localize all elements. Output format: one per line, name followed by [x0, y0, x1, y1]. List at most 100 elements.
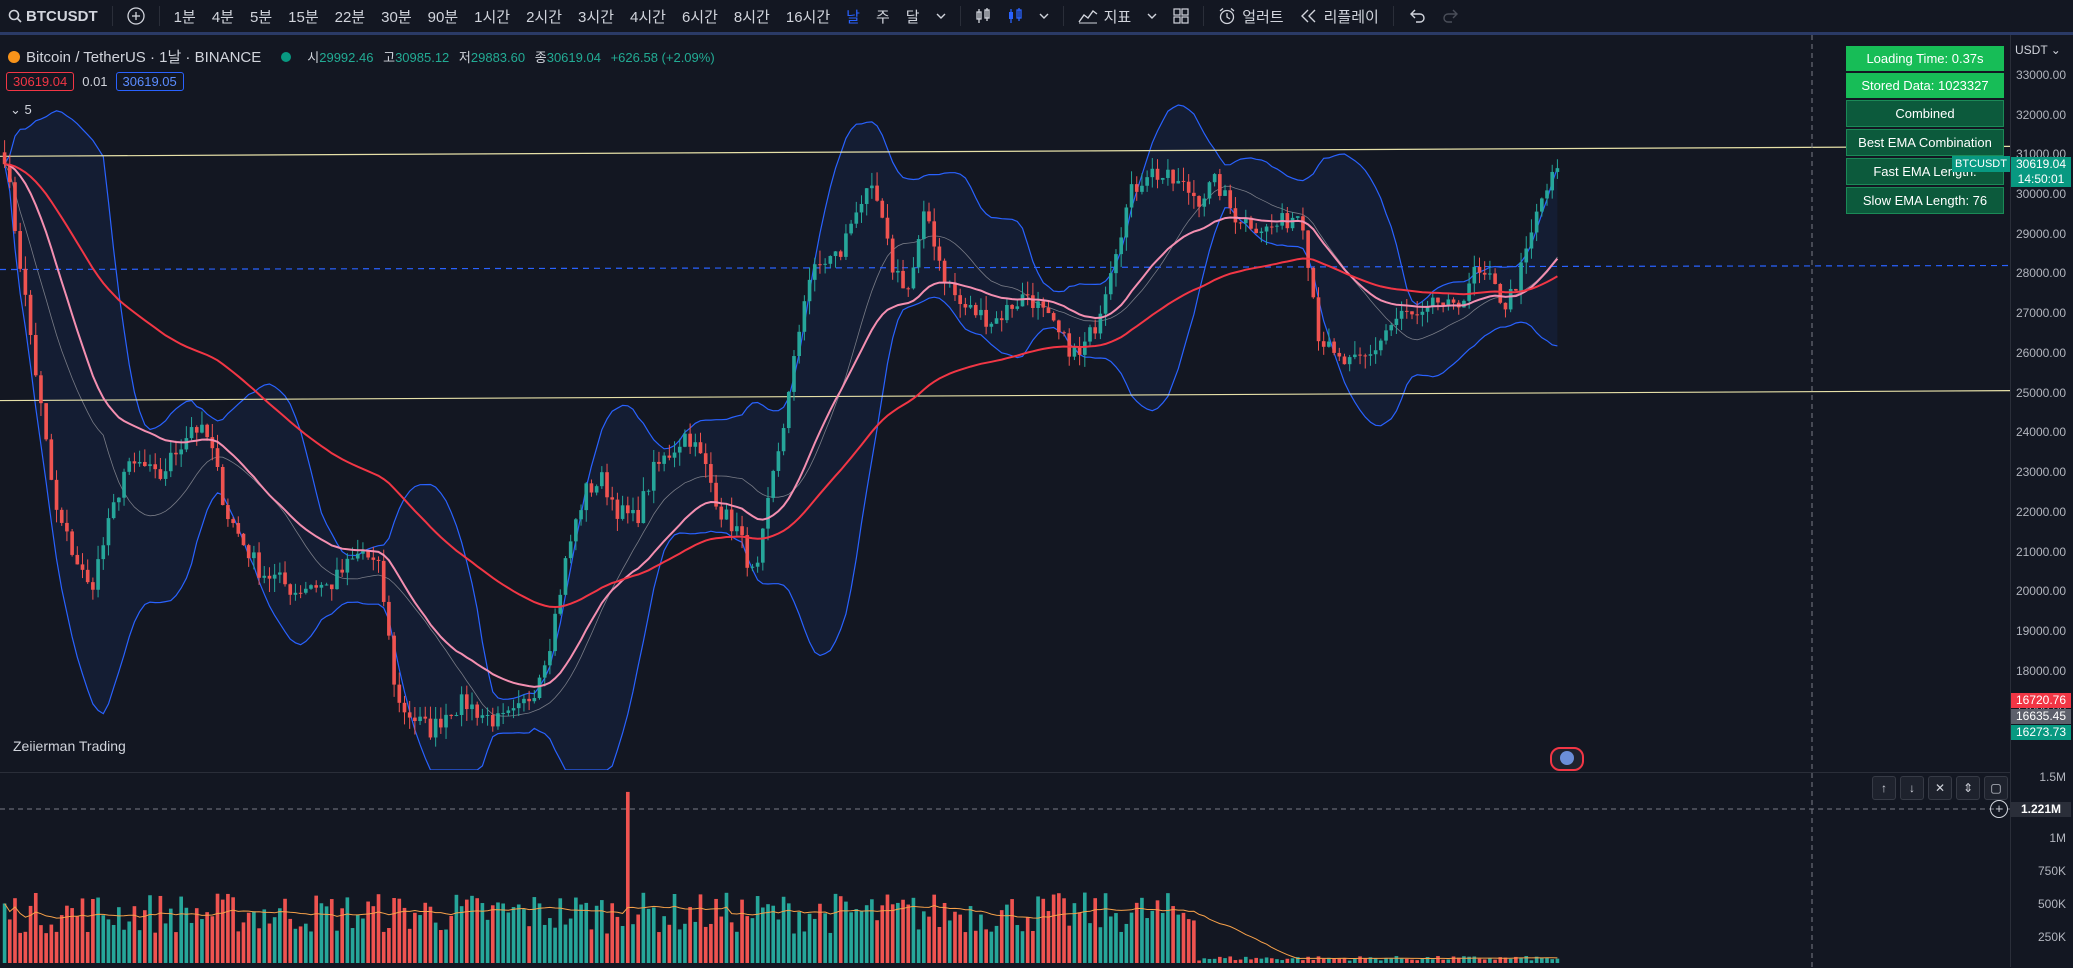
- candle-style-button[interactable]: [999, 0, 1031, 32]
- candle-body: [812, 264, 817, 280]
- interval-3h[interactable]: 3시간: [578, 8, 614, 26]
- volume-bar: [1077, 912, 1082, 963]
- chart-type-dropdown[interactable]: [1031, 0, 1057, 32]
- bar-style-button[interactable]: [967, 0, 999, 32]
- volume-bar: [1472, 956, 1477, 963]
- candle-body: [459, 694, 464, 716]
- candle-body: [537, 677, 542, 699]
- undo-button[interactable]: [1400, 0, 1434, 32]
- candle-body: [1051, 313, 1056, 321]
- candle-body: [1269, 226, 1274, 228]
- volume-bar: [1155, 900, 1160, 963]
- sell-button[interactable]: 30619.04: [6, 72, 75, 91]
- high-label: 고: [383, 50, 396, 65]
- interval-week[interactable]: 주: [875, 8, 890, 26]
- arrow-down-icon[interactable]: ↓: [1900, 776, 1924, 800]
- collapse-icon[interactable]: ⇕: [1956, 776, 1980, 800]
- volume-bar: [501, 903, 505, 963]
- interval-4m[interactable]: 4분: [211, 8, 234, 26]
- indicators-button[interactable]: 지표: [1070, 0, 1140, 32]
- redo-button[interactable]: [1434, 0, 1468, 32]
- candle-body: [210, 437, 215, 449]
- candle-body: [1197, 196, 1201, 207]
- volume-bar: [927, 916, 931, 963]
- candle-body: [823, 263, 827, 265]
- price-chart[interactable]: [0, 35, 2010, 770]
- candle-body: [340, 569, 344, 573]
- volume-pane[interactable]: [0, 772, 2010, 968]
- candle-body: [163, 471, 168, 479]
- volume-bar: [65, 905, 69, 963]
- interval-day[interactable]: 날: [846, 8, 860, 26]
- candle-body: [1186, 181, 1191, 193]
- close-icon[interactable]: ✕: [1928, 776, 1952, 800]
- candle-body: [1410, 311, 1414, 315]
- indicators-collapse-toggle[interactable]: ⌄ 5: [10, 102, 32, 118]
- bar-countdown: 14:50:01: [2017, 172, 2065, 186]
- candle-body: [740, 526, 744, 536]
- indicators-dropdown[interactable]: [1139, 0, 1165, 32]
- volume-bar: [80, 898, 85, 963]
- interval-month[interactable]: 달: [905, 8, 920, 26]
- currency-selector[interactable]: USDT ⌄: [2015, 43, 2061, 57]
- volume-bar: [1332, 958, 1336, 963]
- volume-bar: [506, 912, 511, 963]
- volume-bar: [522, 909, 526, 963]
- volume-bar: [298, 926, 303, 963]
- candle-body: [262, 575, 267, 578]
- volume-bar: [693, 921, 698, 963]
- buy-button[interactable]: 30619.05: [115, 72, 184, 91]
- interval-5m[interactable]: 5분: [249, 8, 273, 26]
- add-plus-icon[interactable]: +: [1990, 800, 2008, 818]
- volume-bar: [984, 929, 988, 963]
- compare-button[interactable]: [119, 0, 153, 32]
- interval-8h[interactable]: 8시간: [733, 8, 770, 26]
- interval-15m[interactable]: 15분: [288, 8, 319, 26]
- arrow-up-icon[interactable]: ↑: [1872, 776, 1896, 800]
- price-axis-label: 33000.00: [2015, 67, 2066, 82]
- us-flag-event-icon[interactable]: [1550, 747, 1584, 771]
- interval-dropdown[interactable]: [928, 0, 954, 32]
- price-axis-label: 23000.00: [2015, 465, 2066, 480]
- volume-bar: [220, 899, 225, 963]
- candle-body: [854, 212, 859, 224]
- interval-1h[interactable]: 1시간: [474, 8, 511, 26]
- chart-legend: Bitcoin / TetherUS · 1날 · BINANCE 시29992…: [8, 46, 721, 67]
- candle-body: [1363, 355, 1368, 357]
- interval-16h[interactable]: 16시간: [785, 8, 831, 26]
- candle-body: [511, 708, 516, 711]
- volume-bar: [1238, 959, 1243, 963]
- interval-22m[interactable]: 22분: [334, 8, 366, 26]
- interval-6h[interactable]: 6시간: [681, 8, 718, 26]
- interval-1m[interactable]: 1분: [173, 8, 196, 26]
- symbol-title[interactable]: Bitcoin / TetherUS · 1날 · BINANCE: [26, 49, 262, 66]
- interval-30m[interactable]: 30분: [381, 8, 412, 26]
- volume-bar: [1082, 892, 1087, 963]
- volume-bar: [610, 903, 615, 963]
- candle-body: [485, 714, 490, 716]
- volume-bar: [392, 897, 396, 963]
- resistance-line: [0, 145, 2010, 157]
- candle-body: [142, 461, 147, 467]
- replay-button[interactable]: 리플레이: [1292, 0, 1387, 32]
- interval-90m[interactable]: 90분: [427, 8, 459, 26]
- candle-body: [1233, 208, 1238, 223]
- alert-button[interactable]: 얼러트: [1210, 0, 1291, 32]
- volume-bar: [1243, 956, 1248, 963]
- interval-4h[interactable]: 4시간: [630, 8, 666, 26]
- candle-body: [735, 526, 739, 532]
- layout-button[interactable]: [1165, 0, 1197, 32]
- volume-bar: [963, 932, 968, 963]
- volume-bar: [1249, 959, 1253, 963]
- volume-bar: [1192, 920, 1196, 963]
- volume-ma-line: [4, 903, 1558, 960]
- volume-bar: [184, 907, 189, 963]
- volume-bar: [1124, 923, 1129, 963]
- maximize-icon[interactable]: ▢: [1984, 776, 2008, 800]
- price-axis[interactable]: USDT ⌄ 33000.00 32000.00 31000.00 30000.00 2…: [2010, 35, 2073, 967]
- symbol-search[interactable]: BTCUSDT: [0, 0, 106, 32]
- candle-body: [1353, 354, 1357, 358]
- candle-body: [1259, 231, 1264, 233]
- redo-icon: [1442, 9, 1460, 23]
- interval-2h[interactable]: 2시간: [526, 8, 563, 26]
